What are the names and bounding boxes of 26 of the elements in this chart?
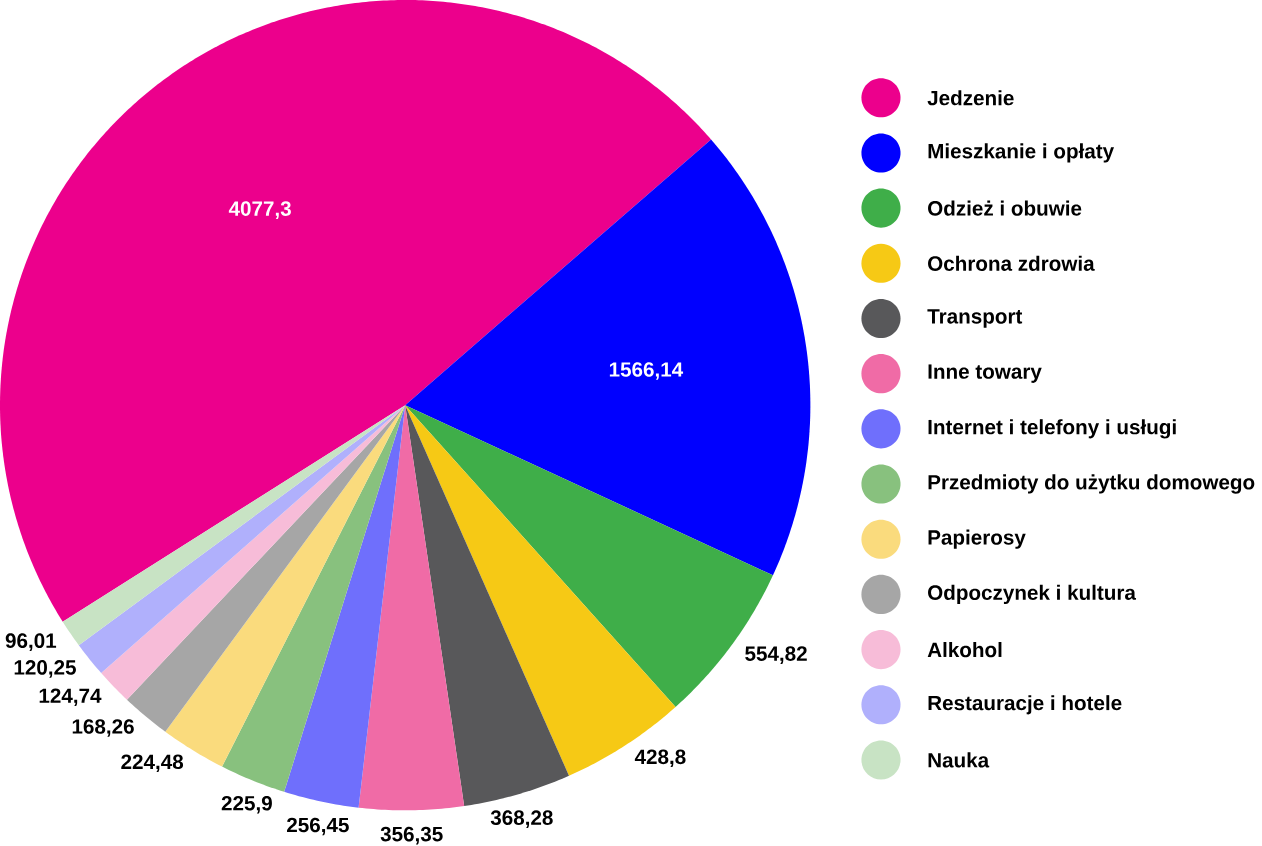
legend-label: Nauka xyxy=(928,752,990,768)
data-label: 96,01 xyxy=(5,633,57,652)
data-label: 120,25 xyxy=(14,660,76,678)
data-label: 256,45 xyxy=(287,817,349,836)
legend-label: Ochrona zdrowia xyxy=(928,255,1095,272)
data-label: 168,26 xyxy=(72,719,134,738)
data-label: 224,48 xyxy=(121,754,184,773)
legend-label: Odpoczynek i kultura xyxy=(928,585,1137,605)
data-label: 124,74 xyxy=(39,688,102,707)
data-label: 225,9 xyxy=(221,796,272,814)
legend-label: Przedmioty do użytku domowego xyxy=(928,474,1255,494)
legend-label: Odzież i obuwie xyxy=(928,200,1082,216)
legend-label: Transport xyxy=(927,309,1023,328)
data-label: 1566,14 xyxy=(609,362,684,381)
legend-label: Alkohol xyxy=(927,642,1002,658)
legend-label: Papierosy xyxy=(928,529,1026,550)
legend-label: Restauracje i hotele xyxy=(928,695,1122,715)
legend-label: Jedzenie xyxy=(927,90,1014,106)
legend-label: Internet i telefony i usługi xyxy=(928,419,1176,439)
legend-label: Inne towary xyxy=(928,364,1042,384)
legend-label: Mieszkanie i opłaty xyxy=(928,143,1115,163)
data-label: 554,82 xyxy=(745,646,807,665)
data-label: 356,35 xyxy=(380,827,443,845)
data-label: 4077,3 xyxy=(228,201,291,220)
data-label: 368,28 xyxy=(490,810,553,829)
data-label: 428,8 xyxy=(634,749,686,768)
